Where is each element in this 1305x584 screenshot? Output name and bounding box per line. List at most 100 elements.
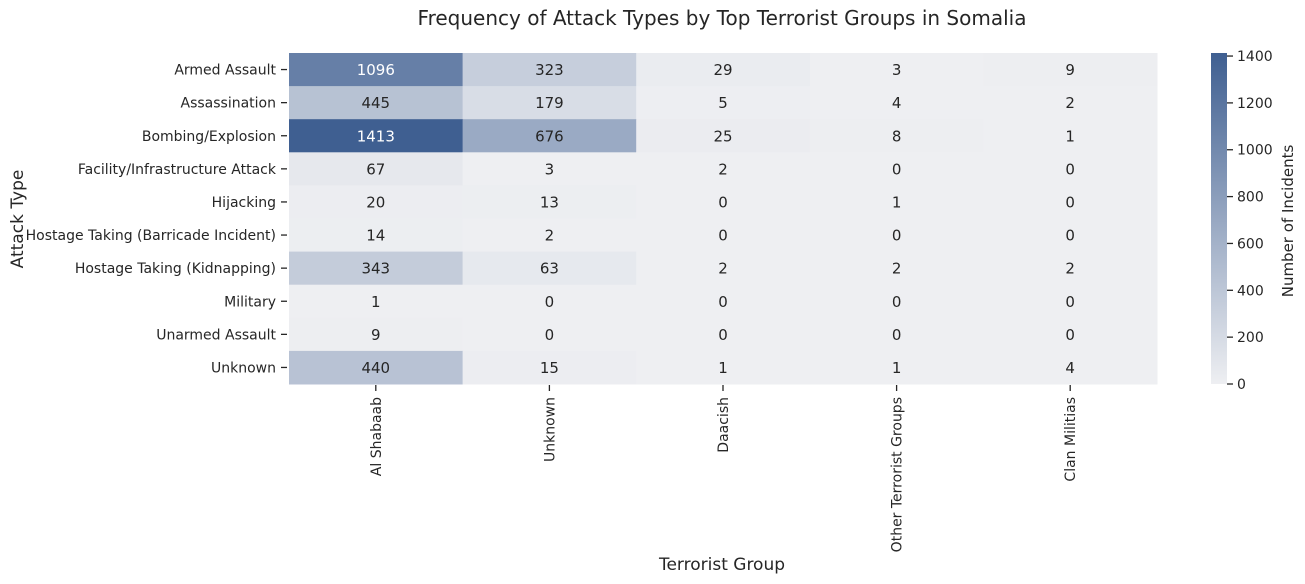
cell-value-label: 2 xyxy=(545,227,555,245)
cell-value-label: 1 xyxy=(1065,127,1075,145)
heatmap-cell xyxy=(462,152,637,186)
cell-value-label: 13 xyxy=(540,193,559,211)
cell-value-label: 676 xyxy=(535,127,564,145)
cell-value-label: 343 xyxy=(361,260,390,278)
colorbar-tick-label: 800 xyxy=(1237,190,1264,206)
heatmap-cell xyxy=(636,119,811,153)
heatmap-cell xyxy=(809,119,984,153)
heatmap-cell xyxy=(636,86,811,120)
y-tick-label: Unarmed Assault xyxy=(156,327,276,343)
cell-value-label: 0 xyxy=(718,193,728,211)
cell-value-label: 1 xyxy=(892,359,902,377)
cell-value-label: 4 xyxy=(892,94,902,112)
heatmap-cell xyxy=(809,350,984,385)
colorbar-tick-label: 200 xyxy=(1237,330,1264,346)
heatmap-cell xyxy=(289,317,464,352)
heatmap-cell xyxy=(809,53,984,87)
y-tick-label: Facility/Infrastructure Attack xyxy=(78,162,277,178)
cell-value-label: 29 xyxy=(713,61,732,79)
x-tick-label: Clan Militias xyxy=(1063,397,1079,482)
heatmap-cell xyxy=(289,350,464,385)
heatmap-cell xyxy=(983,350,1158,385)
heatmap-cell xyxy=(809,86,984,120)
heatmap-cell xyxy=(983,152,1158,186)
cell-value-label: 0 xyxy=(892,227,902,245)
cell-value-label: 0 xyxy=(718,227,728,245)
cell-value-label: 4 xyxy=(1065,359,1075,377)
colorbar-tick-label: 1200 xyxy=(1237,96,1273,112)
heatmap-cell xyxy=(462,185,637,219)
heatmap-cell xyxy=(636,284,811,319)
heatmap-cell xyxy=(636,152,811,186)
heatmap-cell xyxy=(983,317,1158,352)
cell-value-label: 0 xyxy=(1065,326,1075,344)
heatmap-cell xyxy=(809,152,984,186)
heatmap-cell xyxy=(636,350,811,385)
heatmap-cell xyxy=(983,251,1158,286)
heatmap-cell xyxy=(289,152,464,186)
heatmap-cell xyxy=(289,284,464,319)
heatmap-cell xyxy=(462,218,637,253)
cell-value-label: 440 xyxy=(361,359,390,377)
heatmap-cell xyxy=(983,119,1158,153)
cell-value-label: 1413 xyxy=(357,127,395,145)
cell-value-label: 9 xyxy=(371,326,381,344)
heatmap-cell xyxy=(289,185,464,219)
cell-value-label: 63 xyxy=(540,260,559,278)
cell-value-label: 0 xyxy=(1065,293,1075,311)
cell-value-label: 2 xyxy=(1065,94,1075,112)
colorbar-label: Number of Incidents xyxy=(1279,145,1297,298)
cell-value-label: 14 xyxy=(366,227,385,245)
cell-value-label: 0 xyxy=(892,326,902,344)
cell-value-label: 2 xyxy=(718,260,728,278)
cell-value-label: 0 xyxy=(1065,193,1075,211)
heatmap-cell xyxy=(289,86,464,120)
y-tick-label: Assassination xyxy=(181,96,277,112)
colorbar-tick-label: 1400 xyxy=(1237,49,1273,65)
colorbar: 0 200 400 600 800 1000 1200 1400 xyxy=(1211,49,1273,393)
heatmap-cell xyxy=(983,53,1158,87)
cell-value-label: 25 xyxy=(713,127,732,145)
colorbar-tick-label: 1000 xyxy=(1237,143,1273,159)
cell-value-label: 1096 xyxy=(357,61,395,79)
x-axis-ticks: Al Shabaab Unknown Daacish Other Terrorist … xyxy=(369,385,1079,552)
heatmap-cell xyxy=(636,251,811,286)
heatmap-cell xyxy=(289,251,464,286)
cell-value-label: 445 xyxy=(361,94,390,112)
x-tick-label: Al Shabaab xyxy=(369,397,385,476)
heatmap-cell xyxy=(809,218,984,253)
heatmap-cell xyxy=(462,251,637,286)
cell-value-label: 8 xyxy=(892,127,902,145)
cell-value-label: 3 xyxy=(892,61,902,79)
heatmap-cell xyxy=(636,185,811,219)
y-tick-label: Military xyxy=(224,294,276,310)
cell-value-label: 0 xyxy=(1065,227,1075,245)
heatmap-cell xyxy=(983,218,1158,253)
cell-value-label: 0 xyxy=(545,293,555,311)
cell-value-label: 2 xyxy=(1065,260,1075,278)
x-tick-label: Unknown xyxy=(542,397,558,462)
heatmap-cell xyxy=(636,218,811,253)
x-axis-label: Terrorist Group xyxy=(658,555,785,575)
cell-value-label: 179 xyxy=(535,94,564,112)
cell-value-label: 1 xyxy=(371,293,381,311)
cell-value-label: 1 xyxy=(892,193,902,211)
heatmap-cell xyxy=(983,284,1158,319)
heatmap-cell xyxy=(462,317,637,352)
y-tick-label: Hostage Taking (Barricade Incident) xyxy=(26,228,276,244)
cell-value-label: 20 xyxy=(366,193,385,211)
heatmap-cell xyxy=(462,119,637,153)
cell-value-label: 0 xyxy=(892,293,902,311)
x-tick-label: Other Terrorist Groups xyxy=(890,397,906,552)
heatmap-cell xyxy=(983,185,1158,219)
heatmap-cell xyxy=(809,317,984,352)
y-tick-label: Unknown xyxy=(211,360,276,376)
heatmap-cell xyxy=(636,317,811,352)
cell-value-label: 9 xyxy=(1065,61,1075,79)
heatmap-cell xyxy=(289,119,464,153)
cell-value-label: 67 xyxy=(366,160,385,178)
cell-value-label: 2 xyxy=(892,260,902,278)
heatmap-cell xyxy=(289,53,464,87)
